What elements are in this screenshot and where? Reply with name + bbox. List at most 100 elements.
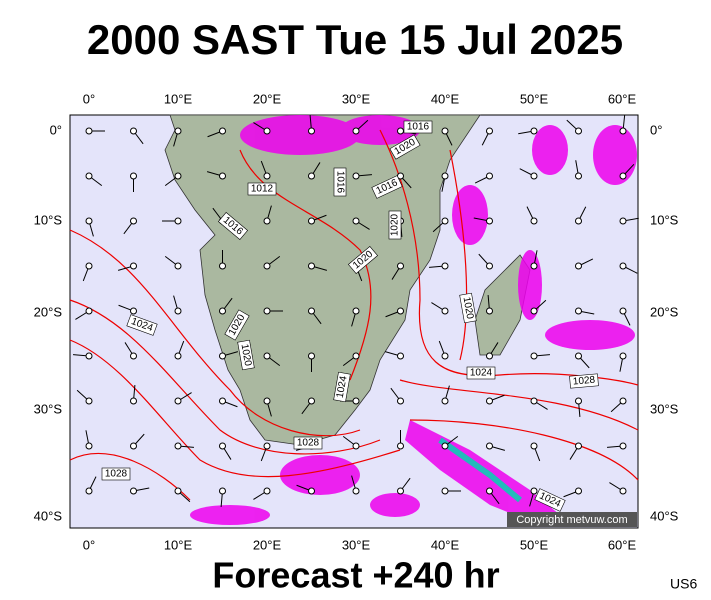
station (530, 487, 538, 495)
station (85, 262, 93, 270)
contour-label-box (217, 211, 249, 241)
latitude-label: 40°S (650, 508, 679, 523)
station (441, 352, 449, 360)
station (486, 262, 493, 270)
contour-label-box (247, 182, 277, 196)
station (308, 487, 315, 495)
contour-label: 1020 (390, 213, 401, 236)
heavy-rain (438, 437, 522, 503)
copyright: Copyright metvuw.com (516, 514, 627, 526)
longitude-label: 0° (83, 91, 95, 106)
station (130, 127, 137, 135)
station (530, 442, 538, 450)
station (530, 352, 538, 360)
contour-label-box (403, 120, 433, 134)
station (619, 352, 627, 360)
contour-label-box (126, 314, 158, 336)
contour-label-box (389, 134, 421, 160)
station (174, 442, 182, 450)
latitude-label: 10°S (650, 212, 679, 227)
station (352, 172, 360, 180)
station (530, 397, 538, 405)
latitude-label: 30°S (650, 401, 679, 416)
latitude-label: 10°S (34, 212, 63, 227)
longitude-label: 50°E (520, 537, 549, 552)
longitude-label: 10°E (164, 91, 193, 106)
latitude-label: 0° (50, 122, 62, 137)
station (441, 487, 449, 495)
title: 2000 SAST Tue 15 Jul 2025 (87, 16, 623, 63)
station (352, 352, 360, 360)
station (397, 307, 404, 315)
station (530, 307, 538, 315)
station (397, 487, 404, 495)
wind-barbs (73, 115, 639, 507)
station (352, 217, 360, 225)
contour-label-group: 1020 (237, 339, 255, 371)
contour-label: 1016 (407, 122, 430, 133)
station (619, 307, 627, 315)
station (308, 127, 315, 135)
station (619, 127, 627, 135)
station (174, 352, 182, 360)
station (219, 352, 226, 360)
station (85, 307, 93, 315)
station (263, 487, 271, 495)
station (352, 487, 360, 495)
precipitation (190, 115, 637, 525)
station (85, 172, 93, 180)
contour-label: 1016 (334, 171, 345, 194)
station (263, 307, 271, 315)
longitude-label: 30°E (342, 537, 371, 552)
station (352, 307, 360, 315)
longitude-label: 20°E (253, 91, 282, 106)
contour-label-group: 1012 (247, 182, 277, 196)
station (263, 397, 271, 405)
contour-label-box (388, 210, 402, 240)
station (174, 172, 182, 180)
latitude-label: 0° (650, 122, 662, 137)
station (263, 442, 271, 450)
station (174, 262, 182, 270)
station (174, 217, 182, 225)
station (486, 442, 493, 450)
station (486, 217, 493, 225)
longitude-label: 20°E (253, 537, 282, 552)
contour-label-box (466, 366, 496, 380)
station (352, 127, 360, 135)
station (219, 397, 226, 405)
station (397, 127, 404, 135)
station (219, 127, 226, 135)
station (263, 127, 271, 135)
longitude-label: 40°E (431, 537, 460, 552)
contour-label: 1028 (105, 469, 128, 480)
longitude-label: 40°E (431, 91, 460, 106)
station (85, 397, 93, 405)
station (441, 397, 449, 405)
station (619, 487, 627, 495)
station (130, 217, 137, 225)
contour-label: 1012 (251, 184, 274, 195)
contour-label-box (333, 167, 347, 197)
station (397, 442, 404, 450)
forecast-label: Forecast +240 hr (212, 555, 499, 596)
station (130, 352, 137, 360)
longitude-label: 10°E (164, 537, 193, 552)
station (352, 442, 360, 450)
station (308, 352, 315, 360)
copyright-box (507, 512, 637, 527)
contour-label-group: 1016 (333, 167, 347, 197)
station (397, 352, 404, 360)
station (619, 442, 627, 450)
station (85, 442, 93, 450)
station (575, 442, 582, 450)
contour-label: 1020 (239, 343, 254, 367)
station (130, 487, 137, 495)
station (575, 262, 582, 270)
station (441, 172, 449, 180)
longitude-label: 60°E (608, 91, 637, 106)
contour-label-group: 1024 (466, 366, 496, 380)
contour-label-box (293, 436, 323, 450)
station (130, 442, 137, 450)
